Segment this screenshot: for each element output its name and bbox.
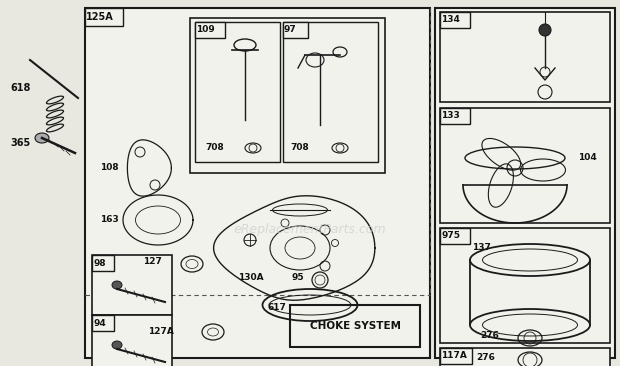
Text: 95: 95 <box>292 273 304 283</box>
Text: 708: 708 <box>205 143 224 153</box>
Bar <box>85 8 123 26</box>
Bar <box>92 255 172 315</box>
Bar <box>195 22 225 38</box>
Bar <box>440 108 610 223</box>
Bar <box>290 305 420 347</box>
Bar <box>195 22 280 162</box>
Bar <box>440 12 610 102</box>
Text: 137: 137 <box>472 243 491 253</box>
Text: 108: 108 <box>100 164 118 172</box>
Bar <box>283 22 308 38</box>
Bar <box>92 315 114 331</box>
Bar <box>435 8 615 358</box>
Bar <box>440 12 470 28</box>
Text: CHOKE SYSTEM: CHOKE SYSTEM <box>309 321 401 331</box>
Text: 130A: 130A <box>238 273 264 283</box>
Text: 276: 276 <box>480 330 499 340</box>
Ellipse shape <box>35 133 49 143</box>
Text: 618: 618 <box>10 83 30 93</box>
Text: 109: 109 <box>196 26 215 34</box>
Bar <box>190 18 385 173</box>
Text: 134: 134 <box>441 15 460 25</box>
Text: 133: 133 <box>441 112 460 120</box>
Circle shape <box>539 24 551 36</box>
Text: 125A: 125A <box>86 12 113 22</box>
Text: 117A: 117A <box>441 351 467 361</box>
Text: 276: 276 <box>476 354 495 362</box>
Bar <box>440 348 610 366</box>
Ellipse shape <box>112 341 122 349</box>
Text: 617: 617 <box>268 303 287 313</box>
Text: 708: 708 <box>290 143 309 153</box>
Bar <box>85 8 430 358</box>
Ellipse shape <box>112 281 122 289</box>
Text: 97: 97 <box>284 26 297 34</box>
Text: eReplacementParts.com: eReplacementParts.com <box>234 224 386 236</box>
Text: 365: 365 <box>10 138 30 148</box>
Bar <box>440 108 470 124</box>
Text: 127: 127 <box>143 258 162 266</box>
Text: 975: 975 <box>441 232 460 240</box>
Bar <box>440 348 472 364</box>
Text: 94: 94 <box>93 318 106 328</box>
Bar <box>92 255 114 271</box>
Text: 163: 163 <box>100 216 119 224</box>
Bar <box>283 22 378 162</box>
Bar <box>440 228 470 244</box>
Bar <box>588 158 608 170</box>
Bar <box>92 315 172 366</box>
Text: 104: 104 <box>578 153 596 163</box>
Text: 127A: 127A <box>148 328 174 336</box>
Text: 98: 98 <box>93 258 105 268</box>
Bar <box>440 228 610 343</box>
